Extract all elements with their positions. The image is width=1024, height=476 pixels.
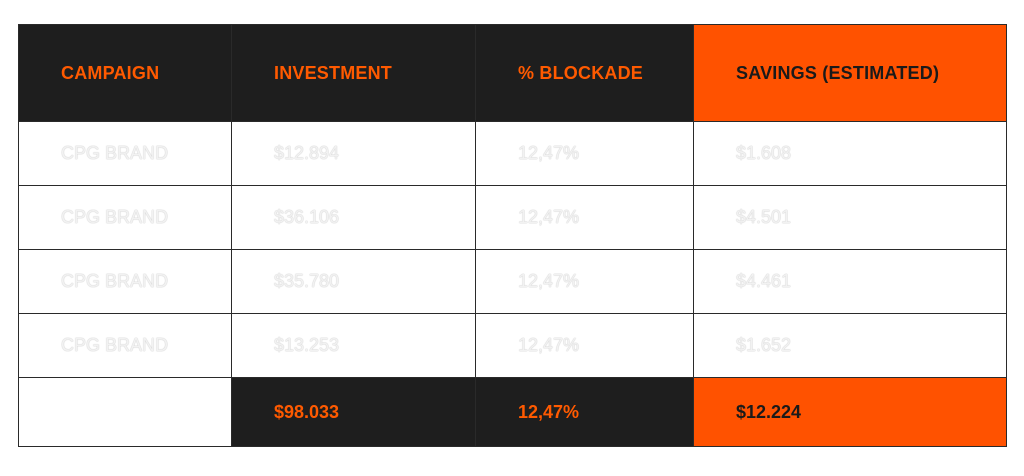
cell-campaign: CPG BRAND xyxy=(18,121,232,186)
header-blockade: % BLOCKADE xyxy=(475,24,694,122)
cell-investment: $36.106 xyxy=(231,185,476,250)
cell-campaign: CPG BRAND xyxy=(18,185,232,250)
cell-savings: $4.501 xyxy=(693,185,1007,250)
table-row: CPG BRAND $36.106 12,47% $4.501 xyxy=(18,185,1007,250)
header-savings: SAVINGS (ESTIMATED) xyxy=(693,24,1007,122)
cell-campaign: CPG BRAND xyxy=(18,313,232,378)
table-header-row: CAMPAIGN INVESTMENT % BLOCKADE SAVINGS (… xyxy=(18,24,1007,122)
campaign-savings-table-container: CAMPAIGN INVESTMENT % BLOCKADE SAVINGS (… xyxy=(18,24,1007,447)
cell-savings: $4.461 xyxy=(693,249,1007,314)
total-investment: $98.033 xyxy=(231,377,476,447)
cell-savings: $1.652 xyxy=(693,313,1007,378)
table-row: CPG BRAND $12.894 12,47% $1.608 xyxy=(18,121,1007,186)
cell-blockade: 12,47% xyxy=(475,185,694,250)
cell-blockade: 12,47% xyxy=(475,249,694,314)
header-campaign: CAMPAIGN xyxy=(18,24,232,122)
cell-blockade: 12,47% xyxy=(475,121,694,186)
cell-investment: $12.894 xyxy=(231,121,476,186)
table-row: CPG BRAND $13.253 12,47% $1.652 xyxy=(18,313,1007,378)
cell-campaign: CPG BRAND xyxy=(18,249,232,314)
cell-investment: $35.780 xyxy=(231,249,476,314)
campaign-savings-table: CAMPAIGN INVESTMENT % BLOCKADE SAVINGS (… xyxy=(18,24,1007,447)
total-campaign-blank xyxy=(18,377,232,447)
total-savings: $12.224 xyxy=(693,377,1007,447)
totals-row: $98.033 12,47% $12.224 xyxy=(18,377,1007,447)
header-investment: INVESTMENT xyxy=(231,24,476,122)
cell-blockade: 12,47% xyxy=(475,313,694,378)
table-row: CPG BRAND $35.780 12,47% $4.461 xyxy=(18,249,1007,314)
cell-investment: $13.253 xyxy=(231,313,476,378)
total-blockade: 12,47% xyxy=(475,377,694,447)
cell-savings: $1.608 xyxy=(693,121,1007,186)
